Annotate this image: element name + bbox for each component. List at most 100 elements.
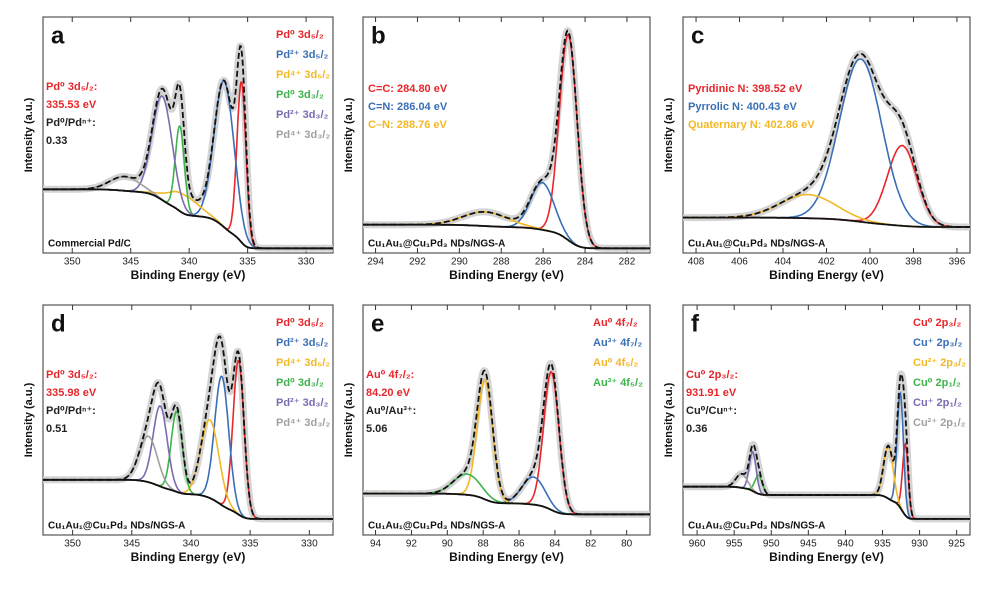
peak-component [683,441,970,520]
annotation: Pd⁰/Pdⁿ⁺: [46,405,96,417]
x-tick-label: 930 [911,539,928,550]
x-tick-label: 286 [535,257,552,268]
annotation: Pd⁰ 3d₅/₂: [46,369,97,381]
x-tick-label: 408 [688,257,705,268]
legend-entry: Pyrrolic N: 400.43 eV [688,101,798,113]
envelope [43,44,333,250]
x-tick-label: 404 [775,257,792,268]
x-tick-label: 94 [370,539,382,550]
x-axis-label: Binding Energy (eV) [131,550,246,564]
legend-entry: C=C: 284.80 eV [368,83,448,95]
legend-entry: Pd⁴⁺ 3d₅/₂ [276,357,330,369]
legend-entry: Au⁰ 4f₅/₂ [593,357,638,369]
legend-entry: Pyridinic N: 398.52 eV [688,83,803,95]
x-axis-label: Binding Energy (eV) [449,550,564,564]
legend-entry: Cu⁺ 2p₁/₂ [913,397,962,409]
legend-entry: Cu²⁺ 2p₃/₂ [913,357,966,369]
x-tick-label: 335 [239,257,256,268]
annotation: Pd⁰ 3d₅/₂: [46,81,97,93]
legend-entry: Au³⁺ 4f₇/₂ [593,337,642,349]
annotation: 0.33 [46,135,67,147]
legend-entry: Pd⁰ 3d₃/₂ [276,377,324,389]
legend-entry: Pd²⁺ 3d₅/₂ [276,49,329,61]
panel-letter: b [371,22,386,49]
x-axis-label: Binding Energy (eV) [449,268,564,282]
legend-entry: Cu⁰ 2p₁/₂ [913,377,961,389]
x-tick-label: 925 [948,539,965,550]
legend-entry: Pd²⁺ 3d₃/₂ [276,109,329,121]
x-tick-label: 90 [442,539,454,550]
legend-entry: Pd⁴⁺ 3d₅/₂ [276,69,330,81]
x-tick-label: 960 [689,539,706,550]
sample-label: Cu₁Au₁@Cu₁Pd₃ NDs/NGS-A [368,239,505,250]
legend-entry: Pd⁰ 3d₃/₂ [276,89,324,101]
sample-label: Cu₁Au₁@Cu₁Pd₃ NDs/NGS-A [688,239,825,250]
x-tick-label: 88 [478,539,490,550]
x-axis-label: Binding Energy (eV) [769,268,884,282]
x-tick-label: 945 [800,539,817,550]
legend-entry: Pd⁴⁺ 3d₃/₂ [276,417,330,429]
x-axis-label: Binding Energy (eV) [131,268,246,282]
x-tick-label: 330 [298,257,315,268]
x-tick-label: 84 [549,539,561,550]
y-axis-label: Intensity (a.u.) [23,97,35,172]
x-tick-label: 340 [181,257,198,268]
x-tick-label: 396 [949,257,966,268]
y-axis-label: Intensity (a.u.) [343,382,355,457]
envelope [683,371,970,520]
x-tick-label: 92 [406,539,418,550]
y-axis-label: Intensity (a.u.) [23,382,35,457]
plot-frame [682,304,971,536]
annotation: 84.20 eV [366,387,411,399]
y-axis-label: Intensity (a.u.) [663,382,675,457]
legend-entry: Cu²⁺ 2p₁/₂ [913,417,966,429]
legend-entry: Pd²⁺ 3d₃/₂ [276,397,329,409]
x-tick-label: 340 [183,539,200,550]
panel-letter: a [51,22,65,49]
x-tick-label: 402 [818,257,835,268]
envelope [363,362,650,516]
legend-entry: Pd⁰ 3d₅/₂ [276,317,324,329]
plot-frame [42,16,334,254]
legend-entry: Pd²⁺ 3d₅/₂ [276,337,329,349]
annotation: 5.06 [366,423,387,435]
sample-label: Cu₁Au₁@Cu₁Pd₃ NDs/NGS-A [688,521,825,532]
x-tick-label: 950 [763,539,780,550]
y-axis-label: Intensity (a.u.) [343,97,355,172]
annotation: Cu⁰ 2p₃/₂: [686,369,738,381]
annotation: 931.91 eV [686,387,737,399]
panel-letter: e [371,310,384,337]
x-tick-label: 345 [122,257,139,268]
x-tick-label: 335 [242,539,259,550]
x-tick-label: 940 [837,539,854,550]
sample-label: Cu₁Au₁@Cu₁Pd₃ NDs/NGS-A [368,521,505,532]
panel-letter: d [51,310,66,337]
x-tick-label: 400 [862,257,879,268]
x-tick-label: 406 [731,257,748,268]
x-tick-label: 350 [64,539,81,550]
x-tick-label: 955 [726,539,743,550]
sample-label: Cu₁Au₁@Cu₁Pd₃ NDs/NGS-A [48,521,185,532]
legend-entry: Cu⁺ 2p₃/₂ [913,337,963,349]
x-tick-label: 288 [493,257,510,268]
x-tick-label: 86 [513,539,525,550]
sample-label: Commercial Pd/C [48,239,131,250]
x-tick-label: 935 [874,539,891,550]
annotation: 0.36 [686,423,707,435]
x-tick-label: 330 [301,539,318,550]
envelope [683,52,970,228]
x-tick-label: 292 [409,257,426,268]
x-tick-label: 350 [64,257,81,268]
envelope [363,29,650,250]
peak-component [683,444,970,520]
legend-entry: Au³⁺ 4f₅/₂ [593,377,643,389]
annotation: 335.53 eV [46,99,97,111]
y-axis-label: Intensity (a.u.) [663,97,675,172]
annotation: Au⁰ 4f₇/₂: [366,369,414,381]
panel-letter: f [691,310,700,337]
legend-entry: C=N: 286.04 eV [368,101,448,113]
x-tick-label: 284 [577,257,594,268]
plot-frame [362,304,651,536]
x-tick-label: 82 [585,539,597,550]
